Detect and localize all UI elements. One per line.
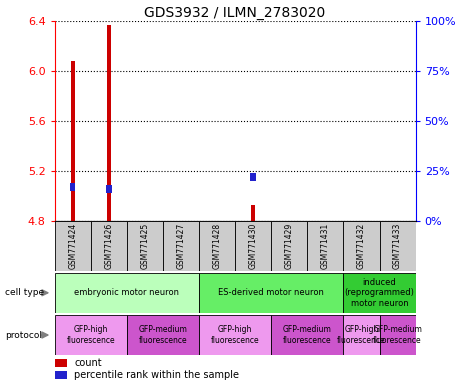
Bar	[251, 205, 256, 221]
Bar	[271, 221, 307, 271]
Bar	[235, 221, 271, 271]
Bar	[55, 359, 67, 367]
Bar	[380, 315, 416, 355]
Text: GFP-medium
fluorescence: GFP-medium fluorescence	[139, 325, 187, 345]
Text: cell type: cell type	[5, 288, 44, 297]
Text: GSM771425: GSM771425	[141, 223, 149, 269]
Title: GDS3932 / ILMN_2783020: GDS3932 / ILMN_2783020	[144, 6, 326, 20]
Text: GSM771427: GSM771427	[177, 223, 185, 269]
Text: GSM771433: GSM771433	[393, 223, 402, 269]
Bar	[106, 185, 112, 193]
Text: GFP-high
fluorescence: GFP-high fluorescence	[211, 325, 259, 345]
Bar	[106, 25, 111, 221]
Bar	[343, 315, 380, 355]
Text: GFP-high
fluorescence: GFP-high fluorescence	[337, 325, 386, 345]
Bar	[199, 221, 235, 271]
Text: percentile rank within the sample: percentile rank within the sample	[75, 370, 239, 380]
Text: GSM771428: GSM771428	[213, 223, 221, 269]
Bar	[127, 221, 163, 271]
Bar	[70, 184, 76, 191]
Text: GSM771426: GSM771426	[104, 223, 113, 269]
Text: embryonic motor neuron: embryonic motor neuron	[74, 288, 180, 297]
Bar	[250, 174, 256, 181]
Bar	[271, 315, 343, 355]
Bar	[55, 315, 127, 355]
Text: GFP-medium
fluorescence: GFP-medium fluorescence	[283, 325, 332, 345]
Bar	[199, 273, 343, 313]
Text: protocol: protocol	[5, 331, 42, 339]
Text: count: count	[75, 358, 102, 368]
Text: GSM771431: GSM771431	[321, 223, 330, 269]
Bar	[163, 221, 199, 271]
Bar	[55, 273, 199, 313]
Bar	[55, 371, 67, 379]
Bar	[380, 221, 416, 271]
Bar	[343, 273, 416, 313]
Bar	[307, 221, 343, 271]
Text: GSM771424: GSM771424	[68, 223, 77, 269]
Text: GFP-medium
fluorescence: GFP-medium fluorescence	[373, 325, 422, 345]
Text: GSM771432: GSM771432	[357, 223, 366, 269]
Text: ES-derived motor neuron: ES-derived motor neuron	[218, 288, 324, 297]
Bar	[343, 221, 380, 271]
Bar	[70, 61, 75, 221]
Text: induced
(reprogrammed)
motor neuron: induced (reprogrammed) motor neuron	[344, 278, 415, 308]
Bar	[91, 221, 127, 271]
Text: GSM771430: GSM771430	[249, 223, 257, 269]
Text: GFP-high
fluorescence: GFP-high fluorescence	[66, 325, 115, 345]
Text: GSM771429: GSM771429	[285, 223, 294, 269]
Bar	[199, 315, 271, 355]
Bar	[127, 315, 199, 355]
Bar	[55, 221, 91, 271]
